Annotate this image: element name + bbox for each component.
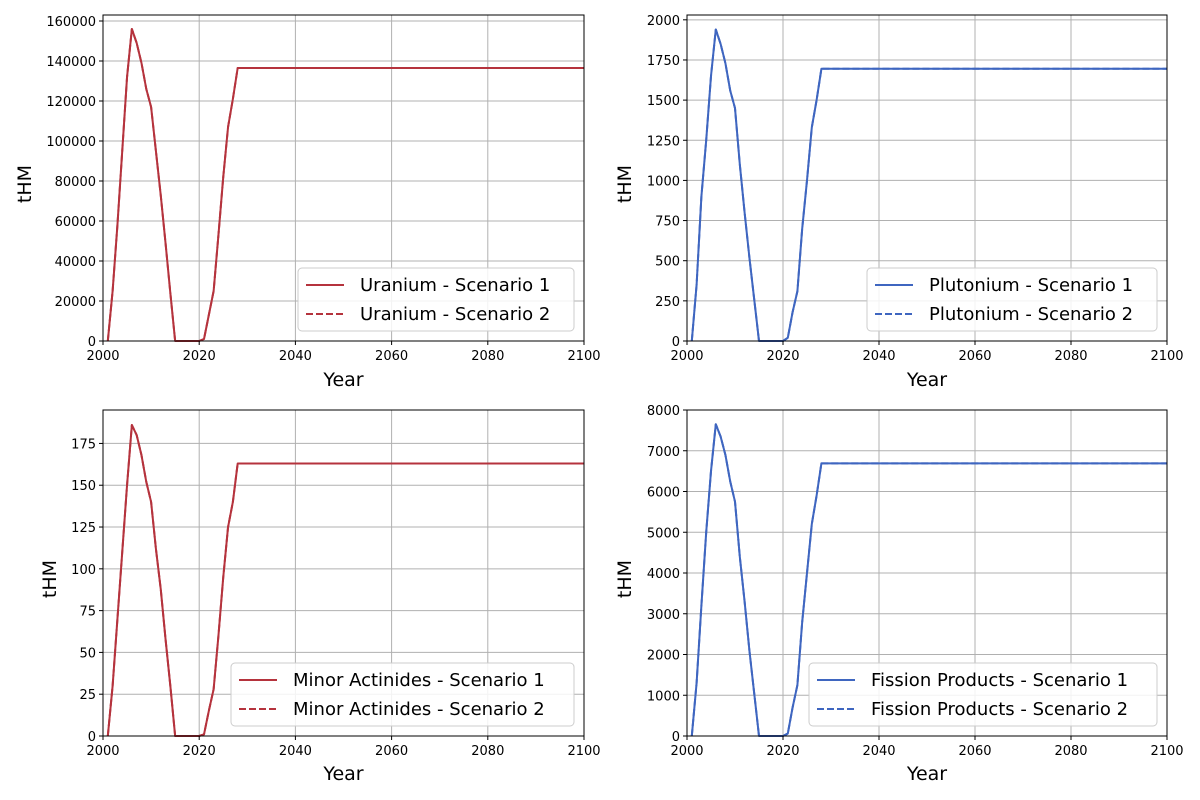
legend-box [866, 267, 1158, 332]
legend-label-2: Fission Products - Scenario 2 [871, 699, 1128, 720]
x-axis-label: Year [906, 369, 947, 391]
axes-frame [102, 14, 585, 342]
legend-label-1: Fission Products - Scenario 1 [871, 670, 1128, 691]
y-tick-label: 50 [79, 646, 96, 661]
y-tick-label: 1000 [647, 174, 680, 189]
x-tick-label: 2080 [471, 744, 504, 759]
x-tick-label: 2020 [183, 349, 216, 364]
legend-label-1: Minor Actinides - Scenario 1 [293, 670, 545, 691]
x-tick-label: 2020 [766, 744, 799, 759]
x-tick-label: 2060 [958, 349, 991, 364]
x-axis-label: Year [322, 763, 363, 785]
y-axis-label: tHM [614, 165, 636, 203]
x-tick-label: 2040 [862, 349, 895, 364]
x-tick-label: 2000 [670, 349, 703, 364]
x-tick-label: 2100 [567, 349, 600, 364]
legend-box [297, 267, 575, 332]
axes-frame [686, 14, 1168, 342]
y-tick-label: 3000 [647, 608, 680, 623]
legend-label-1: Plutonium - Scenario 1 [929, 275, 1133, 296]
legend-box [808, 662, 1158, 727]
chart-panel-4: 2000 2020 2040 2060 2080 2100 0 1000 2000 3000 400… [614, 404, 1184, 785]
y-tick-label: 7000 [647, 445, 680, 460]
x-tick-label: 2000 [670, 744, 703, 759]
x-tick-label: 2100 [1150, 349, 1183, 364]
x-tick-label: 2000 [86, 349, 119, 364]
y-tick-label: 80000 [55, 175, 96, 190]
x-axis-label: Year [322, 369, 363, 391]
legend-box [230, 662, 575, 727]
y-axis-label: tHM [14, 165, 36, 203]
y-tick-label: 100000 [46, 135, 96, 150]
y-tick-label: 1500 [647, 94, 680, 109]
x-tick-label: 2060 [958, 744, 991, 759]
y-tick-label: 150 [71, 479, 96, 494]
y-tick-label: 175 [71, 437, 96, 452]
y-tick-label: 100 [71, 563, 96, 578]
axes-frame [102, 409, 585, 737]
x-axis-label: Year [906, 763, 947, 785]
y-tick-label: 1750 [647, 54, 680, 69]
y-axis-label: tHM [39, 560, 61, 598]
x-tick-label: 2040 [862, 744, 895, 759]
x-tick-label: 2040 [279, 744, 312, 759]
y-tick-label: 8000 [647, 404, 680, 419]
legend: Minor Actinides - Scenario 1 Minor Actini… [230, 662, 575, 727]
legend: Uranium - Scenario 1 Uranium - Scenario 2 [297, 267, 575, 332]
y-tick-label: 750 [655, 215, 680, 230]
y-tick-label: 4000 [647, 567, 680, 582]
series-line-2 [690, 423, 1167, 737]
y-tick-label: 6000 [647, 486, 680, 501]
x-tick-label: 2060 [375, 744, 408, 759]
y-tick-label: 120000 [46, 95, 96, 110]
y-tick-label: 20000 [55, 295, 96, 310]
series-line-2 [106, 28, 584, 342]
x-tick-label: 2020 [766, 349, 799, 364]
y-tick-label: 0 [88, 730, 96, 745]
x-tick-label: 2020 [183, 744, 216, 759]
legend: Fission Products - Scenario 1 Fission Pro… [808, 662, 1158, 727]
y-tick-label: 25 [79, 688, 96, 703]
chart-panel-2: 2000 2020 2040 2060 2080 2100 0 250 500 750 1000 12… [614, 14, 1184, 391]
y-tick-label: 60000 [55, 215, 96, 230]
x-tick-label: 2100 [567, 744, 600, 759]
y-tick-label: 1250 [647, 134, 680, 149]
legend-label-2: Uranium - Scenario 2 [360, 304, 550, 325]
y-tick-label: 500 [655, 255, 680, 270]
x-tick-label: 2100 [1150, 744, 1183, 759]
y-tick-label: 5000 [647, 526, 680, 541]
y-tick-label: 125 [71, 521, 96, 536]
y-tick-label: 0 [672, 730, 680, 745]
y-tick-label: 75 [79, 605, 96, 620]
legend-label-2: Plutonium - Scenario 2 [929, 304, 1133, 325]
y-tick-label: 1000 [647, 689, 680, 704]
y-tick-label: 160000 [46, 15, 96, 30]
chart-panel-1: 2000 2020 2040 2060 2080 2100 0 20000 40000 60000… [14, 14, 601, 391]
y-tick-label: 140000 [46, 55, 96, 70]
legend-label-1: Uranium - Scenario 1 [360, 275, 550, 296]
x-tick-label: 2080 [1054, 349, 1087, 364]
x-tick-label: 2060 [375, 349, 408, 364]
y-tick-label: 40000 [55, 255, 96, 270]
legend: Plutonium - Scenario 1 Plutonium - Scenar… [866, 267, 1158, 332]
y-tick-label: 0 [672, 335, 680, 350]
x-tick-label: 2080 [1054, 744, 1087, 759]
y-axis-label: tHM [614, 560, 636, 598]
x-tick-label: 2040 [279, 349, 312, 364]
y-tick-label: 250 [655, 295, 680, 310]
series-line-2 [690, 28, 1167, 342]
y-tick-label: 0 [88, 335, 96, 350]
x-tick-label: 2080 [471, 349, 504, 364]
chart-panel-3: 2000 2020 2040 2060 2080 2100 0 25 50 75 100 125 150… [39, 409, 601, 785]
x-tick-label: 2000 [86, 744, 119, 759]
y-tick-label: 2000 [647, 14, 680, 29]
legend-label-2: Minor Actinides - Scenario 2 [293, 699, 545, 720]
y-tick-label: 2000 [647, 649, 680, 664]
